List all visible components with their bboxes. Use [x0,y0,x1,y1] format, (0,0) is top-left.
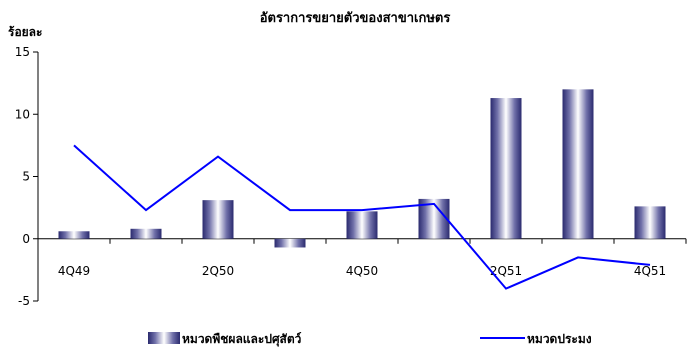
chart-title: อัตราการขยายตัวของสาขาเกษตร [260,11,451,26]
bar-crops [202,200,234,239]
legend-label-fishery: หมวดประมง [527,332,592,346]
x-tick-label: 4Q49 [58,264,90,278]
bar-crops [490,98,522,239]
bar-crops [634,206,666,239]
bar-crops [130,228,162,239]
y-tick-label: -5 [18,294,30,308]
line-fishery [73,144,651,290]
bar-crops [346,211,378,239]
plot-area: -5 0 5 10 15 4Q49 2Q50 4Q50 2Q51 4Q51 [15,45,687,308]
bar-crops [274,238,306,248]
x-tick-label: 2Q51 [490,264,522,278]
x-tick-label: 2Q50 [202,264,234,278]
y-tick-label: 5 [22,170,30,184]
y-axis-label: ร้อยละ [8,25,42,39]
legend: หมวดพืชผลและปศุสัตว์ หมวดประมง [148,332,592,347]
y-tick-label: 10 [15,107,30,121]
y-tick-label: 0 [22,232,30,246]
bar-crops [58,231,90,239]
legend-swatch-crops [148,332,180,344]
bar-crops [562,89,594,239]
x-tick-label: 4Q51 [634,264,666,278]
legend-label-crops: หมวดพืชผลและปศุสัตว์ [182,332,302,347]
y-tick-label: 15 [15,45,30,59]
x-tick-label: 4Q50 [346,264,378,278]
